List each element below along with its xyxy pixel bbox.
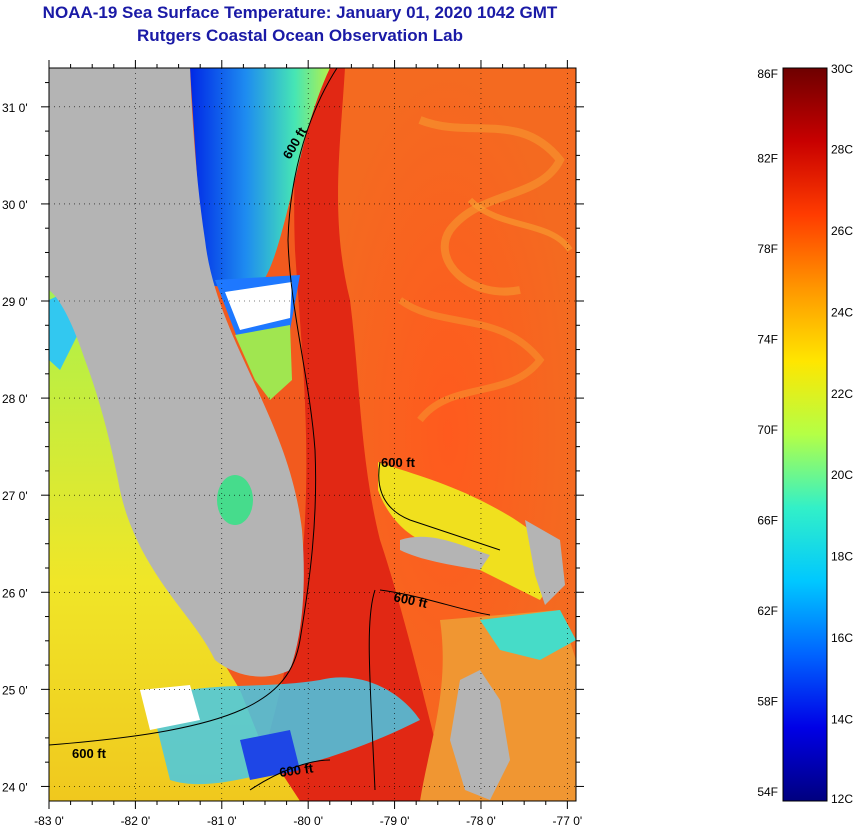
latitude-labels: 31 0' 30 0' 29 0' 28 0' 27 0' 26 0' 25 0' 24 0' [2, 101, 28, 795]
map-subtitle: Rutgers Coastal Ocean Observation Lab [137, 26, 463, 45]
cold-water-patch [240, 730, 300, 780]
contour-label: 600 ft [278, 760, 314, 780]
bahamas-bank [378, 462, 560, 600]
celsius-tick-label: 20C [831, 468, 853, 482]
fahrenheit-tick-label: 66F [757, 513, 778, 527]
celsius-tick-label: 14C [831, 713, 853, 727]
lat-label: 31 0' [2, 101, 28, 115]
isobath-600ft [378, 461, 501, 551]
lon-label: -80 0' [293, 814, 323, 828]
celsius-tick-label: 16C [831, 631, 853, 645]
fahrenheit-tick-label: 82F [757, 151, 778, 165]
lon-label: -83 0' [34, 814, 64, 828]
bahamas-land [525, 520, 565, 605]
lon-label: -79 0' [380, 814, 410, 828]
cold-water-patch [480, 610, 576, 660]
lat-label: 26 0' [2, 586, 28, 600]
lon-label: -81 0' [207, 814, 237, 828]
cold-water-patch [150, 677, 420, 785]
celsius-tick-label: 28C [831, 142, 853, 156]
shelf-water [235, 325, 292, 400]
fahrenheit-tick-label: 62F [757, 604, 778, 618]
fahrenheit-tick-label: 54F [757, 785, 778, 799]
cloud-mask [225, 282, 292, 330]
celsius-tick-label: 18C [831, 550, 853, 564]
isobath-600ft [48, 67, 338, 746]
lat-label: 30 0' [2, 198, 28, 212]
fahrenheit-tick-label: 78F [757, 242, 778, 256]
axis-ticks [41, 60, 584, 809]
bahamas-land [450, 670, 510, 800]
fahrenheit-tick-label: 58F [757, 694, 778, 708]
fahrenheit-tick-label: 74F [757, 332, 778, 346]
celsius-tick-label: 30C [831, 62, 853, 76]
longitude-labels: -83 0' -82 0' -81 0' -80 0' -79 0' -78 0' -77 … [34, 814, 582, 828]
map-frame [48, 67, 577, 802]
lat-label: 24 0' [2, 780, 28, 794]
contour-label: 600 ft [392, 589, 429, 611]
celsius-tick-label: 26C [831, 224, 853, 238]
lat-label: 29 0' [2, 295, 28, 309]
celsius-tick-label: 22C [831, 387, 853, 401]
florida-land [49, 68, 304, 677]
lon-label: -82 0' [121, 814, 151, 828]
colorbar-ramp [782, 67, 828, 802]
lake-okeechobee [217, 475, 253, 525]
isobath-600ft [249, 759, 331, 791]
cold-shelf-water [190, 68, 330, 290]
lon-label: -77 0' [553, 814, 583, 828]
isobath-600ft [368, 589, 376, 791]
map-title: NOAA-19 Sea Surface Temperature: January… [42, 3, 558, 22]
eddy-swirl [397, 297, 545, 423]
lat-label: 28 0' [2, 392, 28, 406]
celsius-tick-label: 24C [831, 305, 853, 319]
fahrenheit-tick-label: 86F [757, 67, 778, 81]
cloud-mask [140, 685, 200, 730]
eddy-swirl [418, 116, 565, 296]
celsius-labels: 30C 28C 26C 24C 22C 20C 18C 16C 14C 12C [831, 62, 853, 806]
lat-label: 25 0' [2, 683, 28, 697]
contour-label: 600 ft [381, 455, 416, 470]
fahrenheit-labels: 86F 82F 78F 74F 70F 66F 62F 58F 54F [757, 67, 778, 799]
isobath-600ft [379, 589, 491, 616]
lat-label: 27 0' [2, 489, 28, 503]
contour-label: 600 ft [72, 746, 107, 761]
fahrenheit-tick-label: 70F [757, 423, 778, 437]
bahamas-land [400, 536, 490, 570]
celsius-tick-label: 12C [831, 792, 853, 806]
lon-label: -78 0' [466, 814, 496, 828]
